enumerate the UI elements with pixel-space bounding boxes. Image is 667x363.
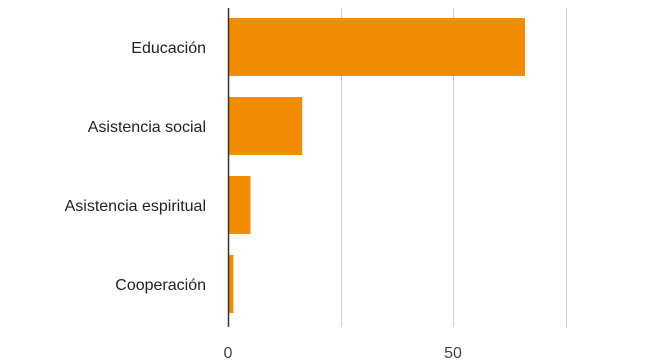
- bars: [228, 18, 525, 313]
- category-label-1: Educación: [131, 40, 206, 57]
- tick-labels: 0 50: [224, 345, 462, 362]
- bar-4: [228, 255, 234, 313]
- tick-label-0: 0: [224, 345, 233, 362]
- category-label-3: Asistencia espiritual: [65, 198, 206, 215]
- category-label-4: Cooperación: [115, 277, 206, 294]
- bar-3: [228, 176, 251, 234]
- bar-2: [228, 97, 303, 155]
- bar-1: [228, 18, 525, 76]
- category-labels: Educación Asistencia social Asistencia esp…: [65, 40, 206, 294]
- tick-label-50: 50: [444, 345, 462, 362]
- category-label-2: Asistencia social: [88, 119, 206, 136]
